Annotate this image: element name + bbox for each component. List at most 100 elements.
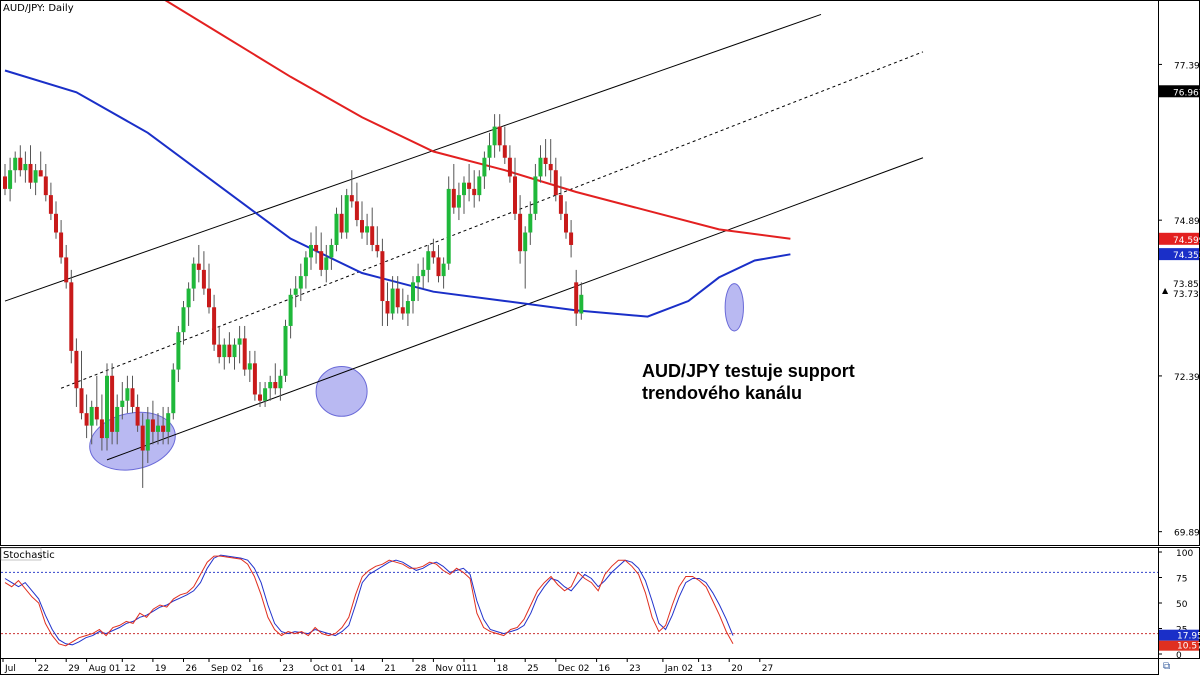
highlight-ellipse-2	[315, 365, 368, 417]
candle-body	[288, 294, 293, 326]
candle-body	[115, 406, 120, 432]
candle-body	[400, 307, 405, 314]
trend-line-1	[4, 13, 822, 302]
candle-body	[125, 388, 130, 401]
moving-average-line-2	[4, 69, 791, 318]
candle-body	[303, 257, 308, 277]
candle-body	[513, 176, 517, 214]
candle-body	[416, 276, 421, 283]
date-tick-label: 16	[599, 664, 611, 674]
candle-body	[293, 288, 298, 295]
candle-body	[569, 232, 574, 245]
candle-body	[145, 419, 150, 451]
candle-body	[247, 363, 252, 370]
date-tick-label: 11	[466, 664, 477, 674]
window-link-icon[interactable]: ⧉	[1163, 661, 1171, 672]
stochastic-tag-d-bg	[1159, 640, 1199, 651]
candle-body	[298, 276, 303, 289]
candle-body	[405, 301, 410, 314]
oscillator-title: Stochastic	[3, 550, 55, 561]
candle-body	[38, 170, 43, 177]
candle-body	[13, 157, 18, 171]
price-tick-label: 69.898	[1174, 529, 1200, 539]
stochastic-line-1	[4, 554, 734, 646]
candle-body	[43, 176, 48, 196]
stochastic-line-2	[4, 555, 734, 647]
candle-body	[349, 195, 354, 202]
candle-body	[242, 338, 247, 370]
candle-body	[472, 188, 477, 196]
candle-body	[543, 157, 548, 164]
candle-body	[89, 406, 94, 426]
candle-body	[497, 126, 502, 146]
candle-body	[237, 338, 242, 345]
candle-body	[222, 344, 227, 358]
candle-body	[533, 176, 538, 214]
candle-body	[263, 388, 268, 401]
price-tag-sma-red-bg	[1159, 232, 1199, 245]
candle-body	[518, 213, 523, 252]
current-price-arrow-icon: ▲	[1162, 286, 1169, 295]
candle-body	[314, 244, 319, 252]
date-tick-label: Jul	[4, 664, 16, 674]
candle-body	[421, 269, 426, 277]
annotation-line-2: trendového kanálu	[642, 383, 803, 403]
candle-body	[390, 288, 395, 314]
candle-body	[558, 195, 563, 214]
candle-body	[553, 170, 558, 196]
osc-plot-frame	[0, 547, 1159, 659]
candle-body	[227, 344, 232, 358]
date-tick-label: 13	[701, 664, 712, 674]
candle-body	[130, 388, 135, 407]
candle-body	[161, 425, 166, 432]
candle-body	[59, 232, 64, 258]
date-tick-label: Aug 01	[89, 664, 121, 674]
candle-body	[548, 163, 553, 171]
candlesticks	[3, 114, 584, 488]
candle-body	[380, 251, 385, 302]
annotation-text: AUD/JPY testuje support trendového kanál…	[642, 360, 855, 404]
price-tag-bid: 73.857	[1173, 280, 1200, 290]
candle-body	[191, 263, 196, 289]
candle-body	[232, 344, 237, 358]
date-tick-label: 18	[497, 664, 509, 674]
candle-body	[110, 375, 115, 432]
candle-body	[207, 288, 211, 308]
highlight-ellipse-3	[724, 283, 744, 332]
candle-body	[502, 145, 507, 158]
main-plot-frame	[0, 0, 1159, 546]
date-tick-label: 14	[354, 664, 366, 674]
candle-body	[309, 244, 313, 258]
candle-body	[140, 425, 145, 451]
candle-body	[477, 176, 482, 196]
annotation-line-1: AUD/JPY testuje support	[642, 361, 855, 381]
candle-body	[339, 213, 344, 233]
candle-body	[523, 232, 528, 252]
candle-body	[538, 157, 543, 177]
date-tick-label: Nov 01	[435, 664, 467, 674]
candle-body	[436, 257, 441, 277]
price-tag-sma-blue-bg	[1159, 248, 1199, 261]
moving-average-line-1	[164, 1, 791, 240]
candle-body	[74, 350, 79, 389]
date-tick-label: 16	[252, 664, 264, 674]
candle-body	[456, 195, 461, 208]
candle-body	[156, 425, 160, 432]
candle-body	[8, 170, 13, 189]
candle-body	[273, 382, 278, 389]
candle-body	[196, 263, 201, 270]
candle-body	[329, 244, 334, 258]
candle-body	[84, 413, 89, 426]
candle-body	[48, 195, 53, 214]
candle-body	[176, 332, 181, 370]
candle-body	[487, 145, 492, 158]
candle-body	[354, 201, 359, 221]
date-tick-label: 12	[124, 664, 135, 674]
candle-body	[370, 226, 375, 245]
candle-body	[482, 157, 487, 177]
stochastic-tick-label: 50	[1176, 600, 1188, 610]
candle-body	[462, 182, 466, 196]
date-tick-label: 20	[731, 664, 743, 674]
